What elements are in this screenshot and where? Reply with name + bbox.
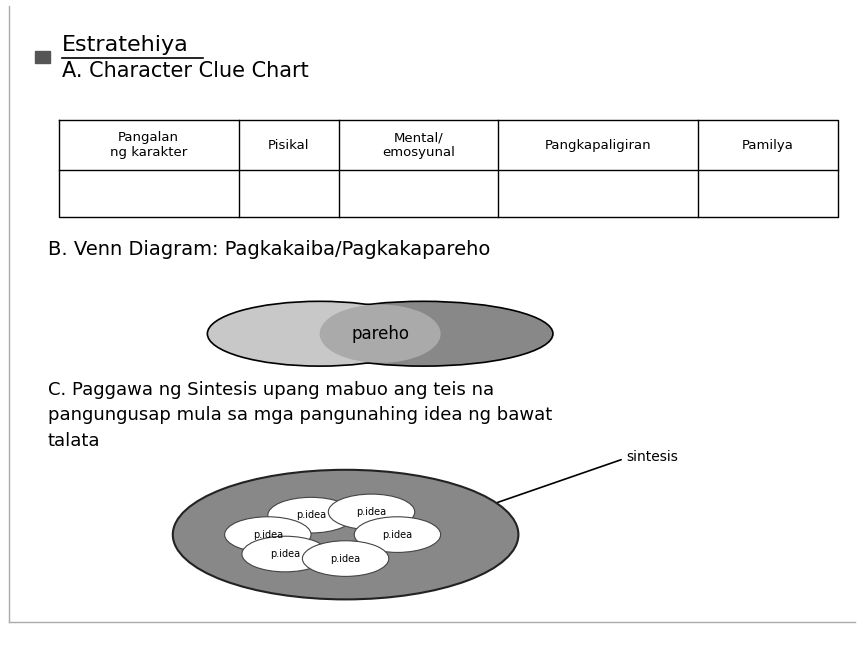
Text: A. Character Clue Chart: A. Character Clue Chart bbox=[62, 61, 309, 81]
Text: p.idea: p.idea bbox=[253, 529, 283, 540]
Ellipse shape bbox=[268, 498, 354, 533]
Ellipse shape bbox=[242, 537, 328, 572]
Text: p.idea: p.idea bbox=[357, 507, 386, 517]
Text: pangungusap mula sa mga pangunahing idea ng bawat: pangungusap mula sa mga pangunahing idea… bbox=[48, 406, 552, 424]
Ellipse shape bbox=[225, 517, 311, 552]
Ellipse shape bbox=[328, 494, 415, 530]
Ellipse shape bbox=[302, 540, 389, 577]
Bar bbox=[35, 51, 50, 63]
Text: talata: talata bbox=[48, 432, 100, 450]
Text: Pamilya: Pamilya bbox=[742, 139, 794, 152]
Text: p.idea: p.idea bbox=[270, 549, 300, 559]
Text: pareho: pareho bbox=[351, 325, 410, 343]
Ellipse shape bbox=[320, 305, 441, 363]
Text: p.idea: p.idea bbox=[296, 510, 326, 520]
Text: Mental/
emosyunal: Mental/ emosyunal bbox=[382, 131, 454, 159]
Ellipse shape bbox=[354, 517, 441, 552]
Text: Pangkapaligiran: Pangkapaligiran bbox=[545, 139, 651, 152]
Text: Estratehiya: Estratehiya bbox=[62, 35, 189, 55]
Text: C. Paggawa ng Sintesis upang mabuo ang teis na: C. Paggawa ng Sintesis upang mabuo ang t… bbox=[48, 380, 493, 399]
Text: sintesis: sintesis bbox=[626, 450, 678, 464]
Text: Pisikal: Pisikal bbox=[268, 139, 309, 152]
Text: B. Venn Diagram: Pagkakaiba/Pagkakapareho: B. Venn Diagram: Pagkakaiba/Pagkakapareh… bbox=[48, 240, 490, 259]
Ellipse shape bbox=[294, 301, 553, 366]
Text: p.idea: p.idea bbox=[331, 553, 360, 564]
Ellipse shape bbox=[207, 301, 432, 366]
Ellipse shape bbox=[173, 470, 518, 599]
Text: p.idea: p.idea bbox=[383, 529, 412, 540]
Text: Pangalan
ng karakter: Pangalan ng karakter bbox=[110, 131, 187, 159]
